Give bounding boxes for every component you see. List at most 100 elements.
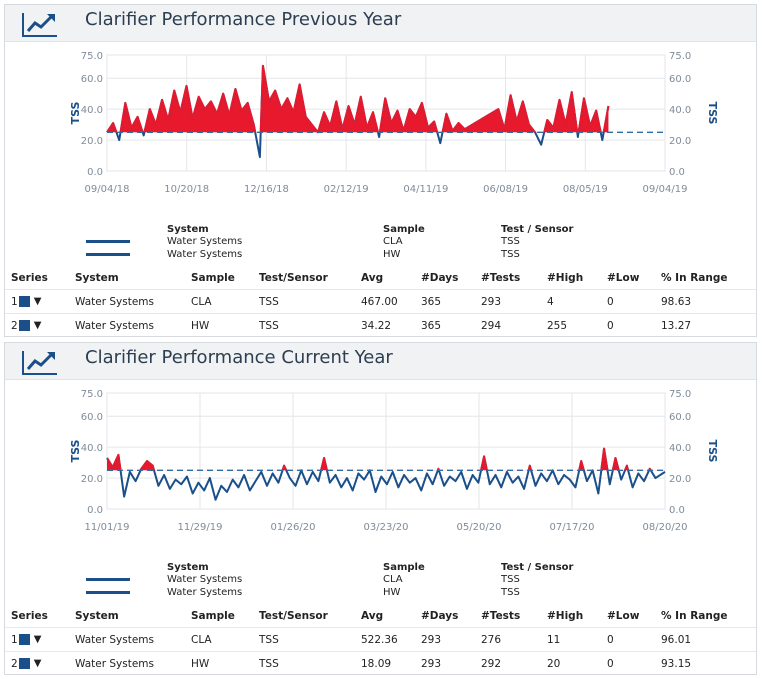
col-header: Test/Sensor (259, 610, 328, 622)
panel-title: Clarifier Performance Current Year (85, 347, 393, 368)
panel-header: Clarifier Performance Previous Year (5, 5, 756, 42)
y-axis-label-right: TSS (706, 102, 719, 125)
x-tick-label: 03/23/20 (364, 522, 409, 533)
x-tick-label: 11/29/19 (178, 522, 223, 533)
legend-test: TSS (501, 249, 520, 260)
col-header: Avg (361, 272, 384, 284)
line-chart: 0.0 0.0 20.0 20.0 40.0 40.0 60.0 60.0 75.0 75.0 11… (69, 389, 719, 533)
cell-avg: 18.09 (355, 651, 415, 674)
series-color-swatch[interactable] (18, 634, 30, 645)
filter-icon[interactable]: ▼ (33, 634, 42, 645)
legend-system: Water Systems (167, 587, 243, 598)
col-header: #High (547, 610, 584, 622)
y-tick-label-right: 20.0 (669, 474, 691, 485)
cell-test: TSS (253, 289, 355, 314)
col-header: #Tests (481, 610, 521, 622)
legend-sample: CLA (383, 236, 403, 247)
cell-high: 11 (541, 627, 601, 652)
x-tick-label: 02/12/19 (324, 184, 369, 195)
legend-swatch (86, 591, 130, 594)
cell-sample: CLA (185, 289, 253, 314)
col-header: #Tests (481, 272, 521, 284)
y-tick-label-right: 60.0 (669, 74, 691, 85)
col-header: #Days (421, 610, 459, 622)
col-header: Test/Sensor (259, 272, 328, 284)
stats-table: Series System Sample Test/Sensor Avg #Da… (5, 605, 756, 674)
table-header-row: Series System Sample Test/Sensor Avg #Da… (5, 605, 756, 628)
filter-icon[interactable]: ▼ (33, 320, 42, 331)
legend-header-sample: Sample (383, 224, 425, 235)
table-row: 2 ▼ Water Systems HW TSS 34.22 365 294 25… (5, 313, 756, 336)
legend-system: Water Systems (167, 236, 243, 247)
cell-days: 365 (415, 313, 475, 336)
col-header: System (75, 610, 119, 622)
x-tick-label: 08/05/19 (563, 184, 608, 195)
cell-high: 4 (541, 289, 601, 314)
col-header: #High (547, 272, 584, 284)
y-tick-label: 40.0 (81, 443, 103, 454)
panel-title: Clarifier Performance Previous Year (85, 9, 402, 30)
above-threshold-area (107, 65, 609, 133)
series-color-swatch[interactable] (18, 320, 30, 331)
legend-swatch (86, 578, 130, 581)
cell-system: Water Systems (69, 289, 185, 314)
y-tick-label: 75.0 (81, 51, 103, 62)
filter-icon[interactable]: ▼ (33, 296, 42, 307)
cell-tests: 292 (475, 651, 541, 674)
legend: System Sample Test / Sensor Water System… (5, 224, 756, 264)
y-tick-label-right: 60.0 (669, 412, 691, 423)
table-row: 1 ▼ Water Systems CLA TSS 522.36 293 276 … (5, 627, 756, 652)
cell-sample: CLA (185, 627, 253, 652)
legend-test: TSS (501, 587, 520, 598)
y-axis-label: TSS (69, 101, 82, 124)
x-tick-label: 05/20/20 (457, 522, 502, 533)
x-tick-label: 06/08/19 (483, 184, 528, 195)
y-axis-label-right: TSS (706, 440, 719, 463)
legend-header-test: Test / Sensor (501, 562, 574, 573)
y-tick-label: 60.0 (81, 74, 103, 85)
cell-in-range: 98.63 (655, 289, 756, 314)
x-tick-label: 10/20/18 (164, 184, 209, 195)
series-color-swatch[interactable] (18, 296, 30, 307)
cell-system: Water Systems (69, 651, 185, 674)
col-header: Sample (191, 610, 235, 622)
series-line-above-threshold (107, 64, 610, 133)
y-tick-label-right: 20.0 (669, 136, 691, 147)
col-header: #Low (607, 610, 640, 622)
legend-header-test: Test / Sensor (501, 224, 574, 235)
cell-test: TSS (253, 627, 355, 652)
y-tick-label-right: 75.0 (669, 51, 691, 62)
cell-system: Water Systems (69, 627, 185, 652)
cell-low: 0 (601, 289, 655, 314)
x-tick-label: 08/20/20 (643, 522, 688, 533)
chart-panel-previous-year: Clarifier Performance Previous Year 0.0 0… (4, 4, 757, 337)
cell-low: 0 (601, 651, 655, 674)
y-tick-label-right: 40.0 (669, 105, 691, 116)
cell-avg: 467.00 (355, 289, 415, 314)
chart-panel-current-year: Clarifier Performance Current Year 0.0 0.… (4, 342, 757, 675)
y-tick-label: 60.0 (81, 412, 103, 423)
legend-header-system: System (167, 224, 209, 235)
y-tick-label: 0.0 (87, 167, 103, 178)
legend-swatch (86, 240, 130, 243)
col-header: #Low (607, 272, 640, 284)
y-axis-label: TSS (69, 439, 82, 462)
y-tick-label-right: 0.0 (669, 167, 685, 178)
legend-system: Water Systems (167, 249, 243, 260)
col-header: % In Range (661, 272, 728, 284)
legend-system: Water Systems (167, 574, 243, 585)
series-color-swatch[interactable] (18, 658, 30, 669)
y-tick-label: 40.0 (81, 105, 103, 116)
cell-test: TSS (253, 651, 355, 674)
table-header-row: Series System Sample Test/Sensor Avg #Da… (5, 267, 756, 290)
series-number: 2 (11, 319, 18, 332)
series-cell: 2 ▼ (5, 313, 69, 336)
series-number: 1 (11, 633, 18, 646)
legend-header-sample: Sample (383, 562, 425, 573)
filter-icon[interactable]: ▼ (33, 658, 42, 669)
series-cell: 1 ▼ (5, 289, 69, 314)
table-row: 2 ▼ Water Systems HW TSS 18.09 293 292 20… (5, 651, 756, 674)
y-tick-label-right: 75.0 (669, 389, 691, 400)
cell-avg: 522.36 (355, 627, 415, 652)
legend-test: TSS (501, 236, 520, 247)
